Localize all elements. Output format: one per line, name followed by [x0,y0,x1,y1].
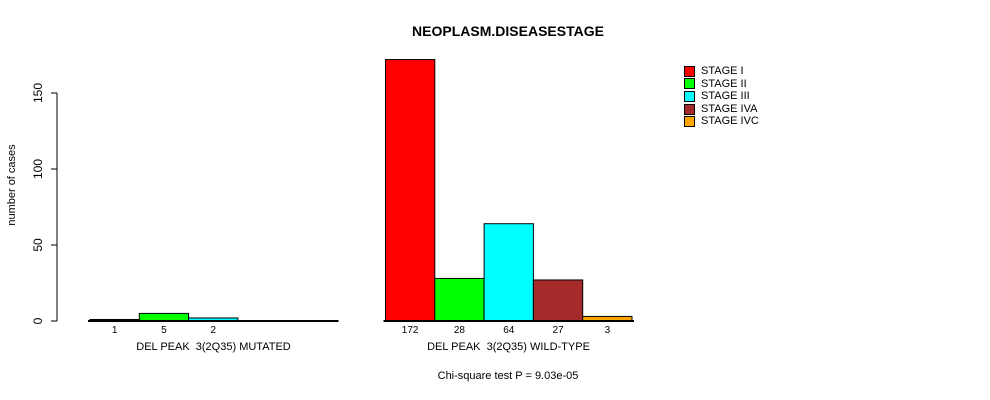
legend-swatch [684,90,695,102]
legend-label: STAGE II [701,77,747,90]
y-axis-label: number of cases [6,144,18,226]
chi-square-note: Chi-square test P = 9.03e-05 [437,370,579,382]
legend-item: STAGE I [684,65,759,78]
bar-value-label: 64 [503,325,515,336]
bar-value-label: 1 [111,325,118,336]
legend-label: STAGE IVC [701,115,759,128]
bar [532,279,584,322]
legend-item: STAGE III [684,90,759,103]
legend-swatch [684,116,695,128]
group-label-wild-type: DEL PEAK 3(2Q35) WILD-TYPE [427,341,590,353]
y-tick-label: 150 [31,82,45,104]
legend-swatch [684,65,695,77]
bar-value-label: 3 [604,325,611,336]
legend: STAGE I STAGE II STAGE III STAGE IVA STAGE I… [684,65,759,128]
bar-value-label: 2 [210,325,217,336]
bar-value-label: 28 [453,325,465,336]
bar [483,223,534,322]
legend-label: STAGE I [701,65,744,77]
y-tick-label: 100 [31,158,45,180]
legend-item: STAGE II [684,78,759,91]
group-label-mutated: DEL PEAK 3(2Q35) MUTATED [136,341,291,353]
bar-value-label: 27 [552,325,564,336]
bar-value-label: 5 [161,325,167,336]
bar [138,312,190,322]
legend-item: STAGE IVA [684,103,759,116]
bar [434,277,485,322]
y-tick-label: 50 [31,238,45,252]
chart-title: NEOPLASM.DISEASESTAGE [412,23,604,39]
y-tick-label: 0 [31,317,45,325]
bar-value-label: 172 [401,325,419,336]
legend-item: STAGE IVC [684,115,759,128]
legend-label: STAGE III [701,90,750,103]
legend-swatch [684,103,695,115]
bar [385,59,436,322]
legend-label: STAGE IVA [701,102,758,115]
legend-swatch [684,78,695,90]
